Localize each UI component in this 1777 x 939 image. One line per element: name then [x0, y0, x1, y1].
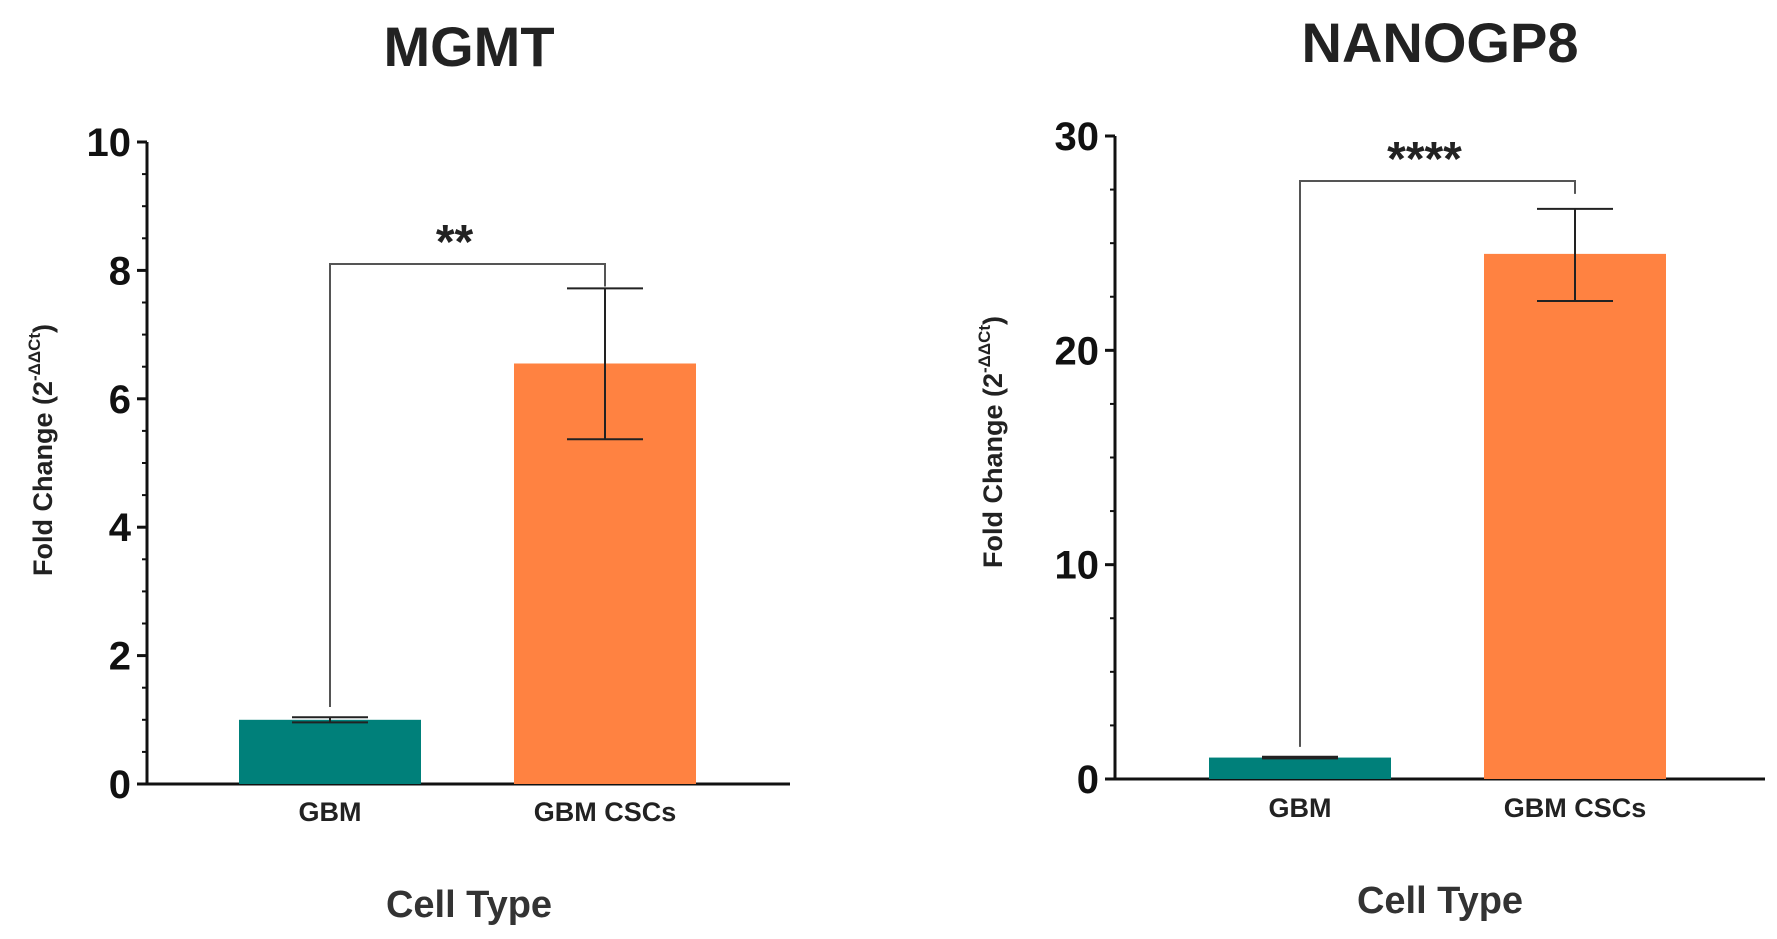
y-tick-label: 4 — [109, 506, 132, 550]
bar-gbm — [239, 719, 421, 784]
significance-label: **** — [1387, 133, 1462, 186]
y-tick-label: 0 — [1077, 758, 1099, 802]
y-tick-label: 2 — [109, 635, 131, 679]
y-tick-label: 10 — [1055, 544, 1100, 588]
x-axis-label: Cell Type — [386, 884, 552, 926]
y-tick-label: 0 — [109, 763, 131, 807]
y-tick-label: 20 — [1055, 329, 1100, 373]
bar-gbm-cscs — [1484, 253, 1666, 780]
y-tick-label: 6 — [109, 378, 131, 422]
chart-nanogp8: NANOGP8 0 10 20 30 GBM GBM CSCs **** Cell Type Fo… — [975, 11, 1765, 922]
significance-bracket — [1299, 180, 1576, 747]
y-axis-label: Fold Change (2-ΔΔCt) — [975, 316, 1008, 568]
x-axis-label: Cell Type — [1357, 880, 1523, 922]
y-tick-label: 10 — [87, 121, 132, 165]
y-axis-label: Fold Change (2-ΔΔCt) — [25, 324, 58, 576]
y-tick-label: 30 — [1055, 115, 1100, 159]
significance-label: ** — [436, 216, 474, 269]
chart-title: NANOGP8 — [1302, 11, 1579, 74]
x-category-label: GBM — [299, 797, 362, 827]
x-category-label: GBM CSCs — [1504, 793, 1647, 823]
chart-title: MGMT — [383, 15, 554, 78]
y-tick-label: 8 — [109, 249, 131, 293]
significance-bracket — [329, 262, 606, 707]
bar-gbm — [1209, 757, 1391, 779]
x-category-label: GBM CSCs — [534, 797, 677, 827]
x-category-label: GBM — [1269, 793, 1332, 823]
chart-mgmt: MGMT 0 2 4 6 8 10 GBM GBM CSCs ** Cell Type Fold Ch… — [25, 15, 790, 926]
